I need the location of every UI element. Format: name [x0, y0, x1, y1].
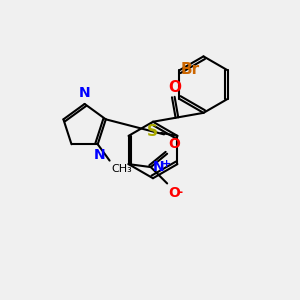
Text: Br: Br — [181, 61, 200, 76]
Text: S: S — [147, 124, 158, 139]
Text: O: O — [169, 137, 181, 151]
Text: +: + — [162, 159, 171, 169]
Text: N: N — [93, 148, 105, 162]
Text: O: O — [168, 80, 181, 95]
Text: -: - — [178, 186, 183, 199]
Text: N: N — [79, 86, 90, 100]
Text: CH₃: CH₃ — [111, 164, 132, 174]
Text: O: O — [169, 186, 181, 200]
Text: N: N — [153, 160, 164, 174]
